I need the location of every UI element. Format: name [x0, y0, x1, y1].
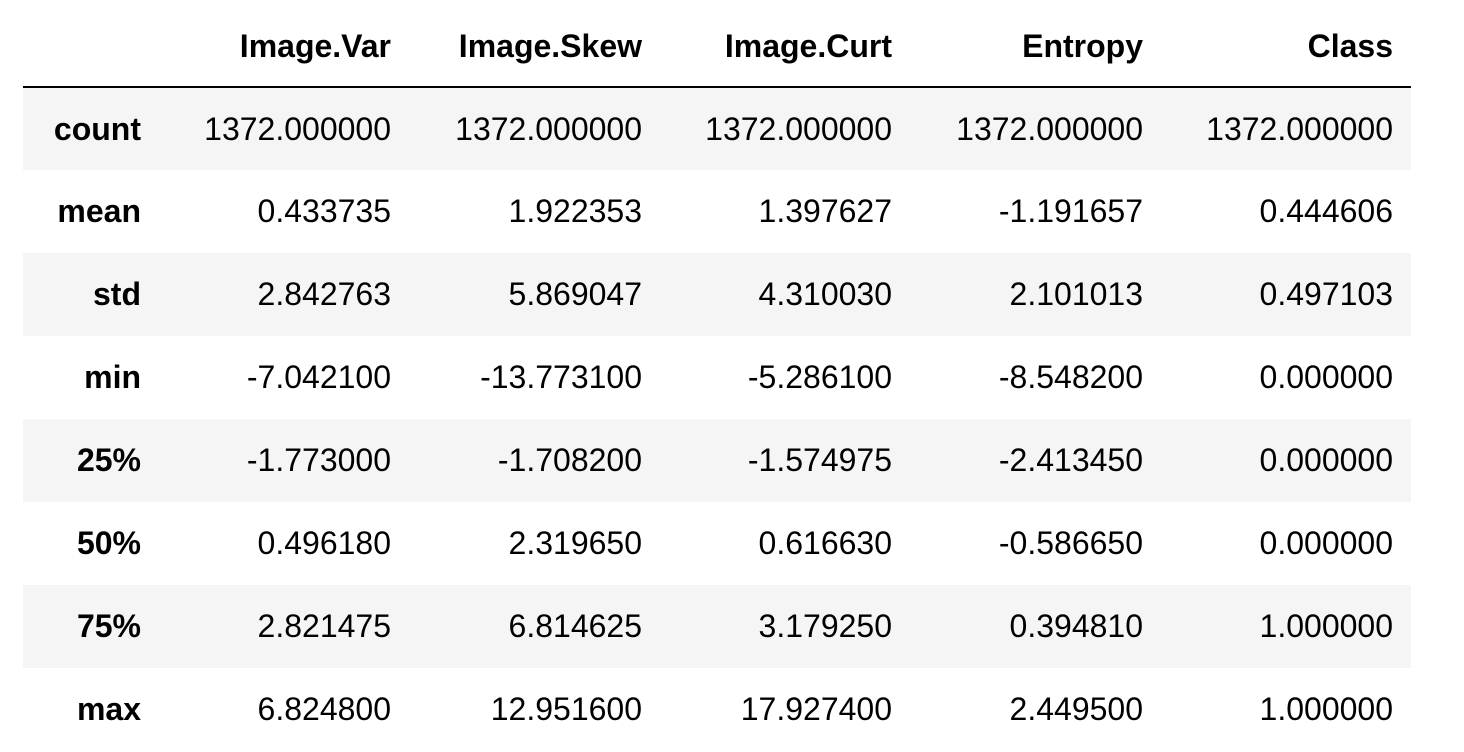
table-cell: 5.869047 — [508, 276, 642, 312]
table-body: count 1372.000000 1372.000000 1372.00000… — [23, 87, 1411, 751]
table-cell: -2.413450 — [998, 442, 1143, 478]
table-cell: 1.000000 — [1259, 608, 1393, 644]
table-cell: -1.708200 — [497, 442, 642, 478]
table-cell: -7.042100 — [246, 359, 391, 395]
row-label: count — [53, 110, 141, 147]
table-row: count 1372.000000 1372.000000 1372.00000… — [23, 87, 1411, 170]
index-header — [23, 6, 159, 88]
header-row: Image.Var Image.Skew Image.Curt Entropy … — [23, 6, 1411, 88]
table-cell: 0.394810 — [1009, 608, 1143, 644]
table-cell: -0.586650 — [998, 525, 1143, 561]
column-header-image-skew: Image.Skew — [409, 6, 660, 88]
table-cell: 2.449500 — [1009, 691, 1143, 727]
row-label: std — [93, 276, 141, 312]
table-cell: 0.497103 — [1259, 276, 1393, 312]
table-cell: 2.319650 — [508, 525, 642, 561]
table-cell: 1372.000000 — [956, 110, 1143, 147]
table-cell: -1.773000 — [246, 442, 391, 478]
table-row: std 2.842763 5.869047 4.310030 2.101013 … — [23, 253, 1411, 336]
column-header-class: Class — [1161, 6, 1411, 88]
table-row: 25% -1.773000 -1.708200 -1.574975 -2.413… — [23, 419, 1411, 502]
table-cell: 1372.000000 — [455, 110, 642, 147]
table-cell: 17.927400 — [740, 691, 892, 727]
table-cell: 6.824800 — [257, 691, 391, 727]
table-row: min -7.042100 -13.773100 -5.286100 -8.54… — [23, 336, 1411, 419]
table-cell: 2.842763 — [257, 276, 391, 312]
table-cell: 0.444606 — [1259, 193, 1393, 229]
column-header-image-var: Image.Var — [159, 6, 409, 88]
table-cell: 1372.000000 — [1206, 110, 1393, 147]
table-row: 50% 0.496180 2.319650 0.616630 -0.586650… — [23, 502, 1411, 585]
table-cell: 0.000000 — [1259, 359, 1393, 395]
row-label: 50% — [76, 525, 141, 561]
table-cell: 1.397627 — [758, 193, 892, 229]
table-cell: 2.101013 — [1009, 276, 1143, 312]
table-cell: 1372.000000 — [705, 110, 892, 147]
table-header: Image.Var Image.Skew Image.Curt Entropy … — [23, 6, 1411, 88]
table-cell: 3.179250 — [758, 608, 892, 644]
column-header-image-curt: Image.Curt — [660, 6, 910, 88]
table-cell: 0.616630 — [758, 525, 892, 561]
table-cell: 1.000000 — [1259, 691, 1393, 727]
table-row: max 6.824800 12.951600 17.927400 2.44950… — [23, 668, 1411, 751]
table-cell: 0.433735 — [257, 193, 391, 229]
row-label: mean — [57, 193, 141, 229]
table-row: mean 0.433735 1.922353 1.397627 -1.19165… — [23, 170, 1411, 253]
column-header-entropy: Entropy — [910, 6, 1161, 88]
table-cell: 12.951600 — [490, 691, 642, 727]
table-cell: 1.922353 — [508, 193, 642, 229]
table-cell: -1.574975 — [747, 442, 892, 478]
table-cell: 0.000000 — [1259, 442, 1393, 478]
table-cell: 6.814625 — [508, 608, 642, 644]
table-cell: -13.773100 — [480, 359, 642, 395]
table-row: 75% 2.821475 6.814625 3.179250 0.394810 … — [23, 585, 1411, 668]
table-cell: 0.000000 — [1259, 525, 1393, 561]
table-cell: 0.496180 — [257, 525, 391, 561]
table-cell: 2.821475 — [257, 608, 391, 644]
describe-table: Image.Var Image.Skew Image.Curt Entropy … — [23, 6, 1411, 751]
table-cell: -1.191657 — [998, 193, 1143, 229]
table-cell: -5.286100 — [747, 359, 892, 395]
row-label: max — [76, 691, 141, 727]
table-cell: 1372.000000 — [204, 110, 391, 147]
table-cell: 4.310030 — [758, 276, 892, 312]
table-cell: -8.548200 — [998, 359, 1143, 395]
row-label: min — [84, 359, 141, 395]
row-label: 25% — [76, 442, 141, 478]
dataframe-container: Image.Var Image.Skew Image.Curt Entropy … — [23, 6, 1411, 751]
row-label: 75% — [76, 608, 141, 644]
